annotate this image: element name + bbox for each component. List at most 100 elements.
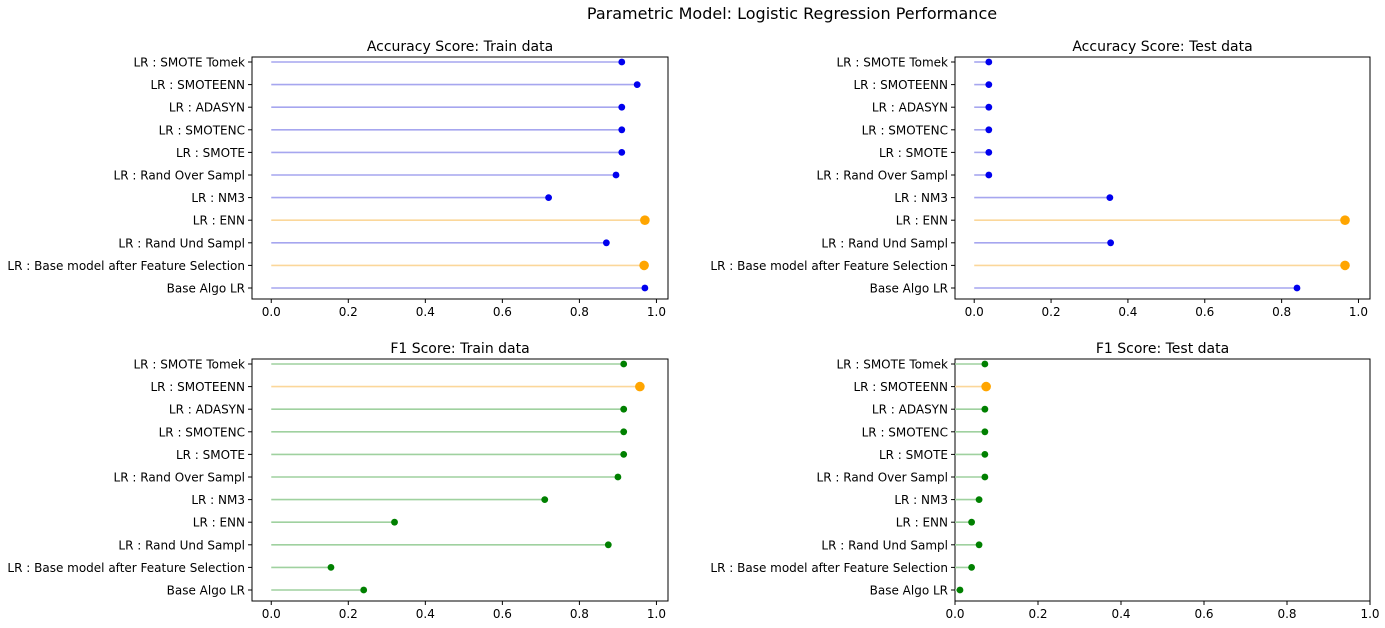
lollipop-point <box>1107 239 1115 247</box>
x-tick-label: 0.8 <box>570 305 589 319</box>
y-tick-label: LR : SMOTE Tomek <box>134 358 246 372</box>
y-tick-label: LR : SMOTE Tomek <box>837 56 949 70</box>
y-tick-label: LR : NM3 <box>191 493 245 507</box>
lollipop-point <box>635 381 645 392</box>
x-tick-label: 0.6 <box>1195 305 1214 319</box>
y-tick-label: LR : SMOTEENN <box>150 78 245 92</box>
lollipop-point <box>1340 215 1350 225</box>
y-tick-label: LR : NM3 <box>191 191 245 205</box>
subplot-4: F1 Score: Test data 0.0 0.2 0.4 0.6 0.8 1.0 Bas… <box>710 341 1379 621</box>
lollipop-point <box>620 360 628 368</box>
lollipop-point <box>620 451 628 458</box>
x-tick-label: 0.0 <box>965 305 984 319</box>
x-tick-label: 1.0 <box>647 305 666 319</box>
lollipop-point <box>640 215 650 225</box>
lollipop-point <box>1340 260 1350 271</box>
lollipop-point <box>1293 284 1301 292</box>
subplot-title: F1 Score: Train data <box>390 341 529 357</box>
x-tick-label: 0.4 <box>416 305 435 319</box>
y-tick-label: Base Algo LR <box>167 584 245 598</box>
x-tick-label: 0.4 <box>1118 305 1137 319</box>
lollipop-point <box>618 58 626 66</box>
lollipop-point <box>985 126 993 134</box>
y-tick-label: LR : SMOTENC <box>159 425 245 439</box>
y-tick-label: LR : Rand Und Sampl <box>118 236 245 250</box>
x-tick-label: 0.0 <box>262 607 281 621</box>
y-tick-label: LR : ADASYN <box>169 403 245 417</box>
y-tick-label: Base Algo LR <box>870 282 948 296</box>
lollipop-point <box>975 496 983 503</box>
lollipop-point <box>985 103 993 111</box>
y-tick-label: LR : ENN <box>896 516 948 530</box>
lollipop-point <box>620 405 628 413</box>
lollipop-point <box>968 518 975 526</box>
lollipop-point <box>604 541 612 549</box>
x-tick-label: 0.8 <box>1277 607 1296 621</box>
y-tick-label: LR : Rand Und Sampl <box>118 538 245 552</box>
x-tick-label: 0.2 <box>339 305 358 319</box>
x-tick-label: 0.8 <box>1272 305 1291 319</box>
lollipop-point <box>545 194 552 202</box>
subplot-title: Accuracy Score: Test data <box>1072 39 1252 55</box>
lollipop-point <box>618 103 626 111</box>
plot-frame <box>251 358 669 602</box>
lollipop-point <box>360 586 368 594</box>
lollipop-point <box>981 451 989 458</box>
lollipop-point <box>975 541 983 549</box>
y-tick-label: LR : SMOTE <box>879 448 948 462</box>
y-tick-label: LR : SMOTE <box>176 146 245 160</box>
x-tick-label: 0.6 <box>493 305 512 319</box>
y-tick-label: LR : ADASYN <box>872 101 948 115</box>
y-tick-label: LR : Rand Over Sampl <box>817 169 948 183</box>
y-tick-label: LR : SMOTENC <box>862 123 948 137</box>
figure-title: Parametric Model: Logistic Regression Pe… <box>587 4 997 23</box>
subplot-2: Accuracy Score: Test data 0.0 0.2 0.4 0.6 0.8… <box>710 39 1371 319</box>
lollipop-point <box>985 81 993 88</box>
y-tick-label: LR : ADASYN <box>169 101 245 115</box>
lollipop-point <box>620 428 628 436</box>
lollipop-point <box>541 496 549 503</box>
y-tick-label: LR : Rand Und Sampl <box>821 538 948 552</box>
lollipop-point <box>602 239 610 247</box>
y-tick-label: LR : Base model after Feature Selection <box>7 259 245 273</box>
lollipop-point <box>327 564 335 571</box>
x-tick-label: 1.0 <box>647 607 666 621</box>
lollipop-point <box>618 126 626 134</box>
lollipop-point <box>968 564 975 571</box>
y-tick-label: LR : SMOTEENN <box>150 380 245 394</box>
y-tick-label: LR : SMOTE Tomek <box>134 56 246 70</box>
lollipop-point <box>1106 194 1114 202</box>
lollipop-point <box>981 428 989 436</box>
y-tick-label: LR : ADASYN <box>872 403 948 417</box>
lollipop-point <box>612 171 620 179</box>
y-tick-label: LR : ENN <box>193 516 245 530</box>
lollipop-point <box>618 149 626 156</box>
lollipop-point <box>981 360 989 368</box>
y-tick-label: LR : SMOTE <box>879 146 948 160</box>
x-tick-label: 0.2 <box>339 607 358 621</box>
subplot-title: F1 Score: Test data <box>1096 341 1229 357</box>
x-tick-label: 0.2 <box>1042 305 1061 319</box>
subplot-1: Accuracy Score: Train data 0.0 0.2 0.4 0.6 0.… <box>7 39 669 319</box>
y-tick-label: LR : NM3 <box>894 493 948 507</box>
subplot-title: Accuracy Score: Train data <box>367 39 553 55</box>
y-tick-label: LR : SMOTE Tomek <box>837 358 949 372</box>
x-tick-label: 1.0 <box>1349 305 1368 319</box>
lollipop-point <box>985 58 993 66</box>
y-tick-label: LR : Rand Over Sampl <box>817 471 948 485</box>
y-tick-label: LR : SMOTE <box>176 448 245 462</box>
y-tick-label: LR : SMOTEENN <box>853 78 948 92</box>
y-tick-label: Base Algo LR <box>167 282 245 296</box>
y-tick-label: LR : SMOTENC <box>862 425 948 439</box>
y-tick-label: LR : Base model after Feature Selection <box>710 561 948 575</box>
lollipop-point <box>981 473 989 481</box>
lollipop-point <box>985 171 993 179</box>
lollipop-point <box>981 381 991 392</box>
lollipop-point <box>639 260 649 271</box>
y-tick-label: LR : Base model after Feature Selection <box>710 259 948 273</box>
x-tick-label: 0.0 <box>945 607 964 621</box>
lollipop-point <box>391 518 398 526</box>
plot-frame <box>251 56 669 300</box>
y-tick-label: LR : Rand Und Sampl <box>821 236 948 250</box>
